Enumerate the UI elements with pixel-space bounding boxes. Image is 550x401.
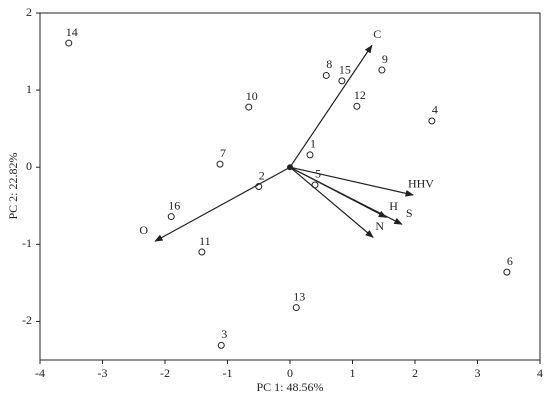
point-label: 10 — [246, 89, 258, 103]
x-tick-label: 0 — [287, 366, 293, 380]
loading-arrow — [154, 166, 291, 242]
loading-arrow — [289, 44, 373, 168]
score-point — [378, 66, 386, 74]
x-tick-label: -4 — [35, 366, 45, 380]
loading-arrow — [289, 166, 403, 225]
x-tick-label: -1 — [223, 366, 233, 380]
loading-label: O — [139, 223, 148, 237]
loading-arrow — [289, 166, 374, 238]
point-label: 5 — [315, 167, 321, 181]
score-point — [65, 39, 73, 47]
y-tick-label: 2 — [26, 5, 32, 19]
x-tick-label: 3 — [475, 366, 481, 380]
y-axis-title: PC 2: 22.82% — [6, 152, 20, 219]
y-tick-label: 1 — [26, 82, 32, 96]
loading-label: S — [406, 206, 413, 220]
score-point — [198, 248, 206, 256]
point-label: 16 — [168, 198, 180, 212]
score-point — [245, 103, 253, 111]
point-label: 9 — [382, 52, 388, 66]
loading-label: HHV — [408, 177, 434, 191]
point-label: 6 — [507, 254, 513, 268]
point-label: 11 — [199, 234, 211, 248]
point-label: 4 — [432, 103, 438, 117]
score-point — [353, 102, 361, 110]
point-label: 12 — [354, 88, 366, 102]
point-label: 3 — [221, 327, 227, 341]
x-tick-label: 1 — [350, 366, 356, 380]
x-axis-title: PC 1: 48.56% — [256, 380, 323, 394]
x-tick-label: -2 — [160, 366, 170, 380]
loading-arrow — [289, 166, 414, 197]
x-tick-label: 4 — [537, 366, 543, 380]
score-point — [216, 160, 224, 168]
score-point — [292, 304, 300, 312]
score-point — [503, 268, 511, 276]
point-label: 13 — [293, 289, 305, 303]
x-tick-label: 2 — [412, 366, 418, 380]
point-label: 14 — [66, 25, 78, 39]
point-label: 1 — [310, 137, 316, 151]
loading-label: H — [389, 199, 398, 213]
score-point — [428, 117, 436, 125]
plot-frame — [39, 12, 541, 361]
point-label: 2 — [259, 168, 265, 182]
loading-label: C — [373, 27, 381, 41]
score-point — [255, 183, 263, 190]
point-label: 15 — [339, 63, 351, 77]
y-tick-label: -1 — [22, 236, 32, 250]
point-label: 7 — [220, 146, 226, 160]
loading-label: N — [375, 219, 384, 233]
x-tick-label: -3 — [98, 366, 108, 380]
score-point — [306, 151, 314, 159]
score-point — [167, 213, 175, 221]
origin-dot — [287, 164, 293, 171]
y-tick-label: 0 — [26, 159, 32, 173]
score-point — [338, 77, 346, 85]
y-tick-label: -2 — [22, 313, 32, 327]
score-point — [322, 71, 330, 79]
score-point — [217, 341, 225, 349]
score-point — [311, 181, 319, 189]
point-label: 8 — [326, 57, 332, 71]
